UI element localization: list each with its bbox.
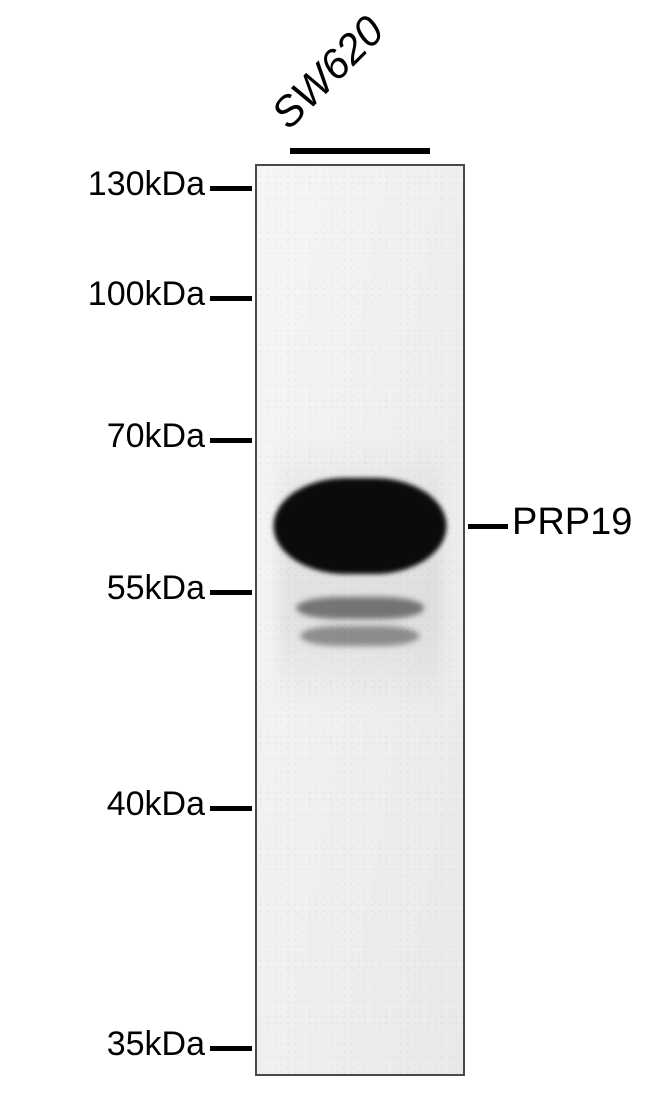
mw-label: 100kDa [88,275,205,314]
western-blot-figure: SW620 130kDa 100kDa 70kDa 55kDa 40kDa 35kDa P… [0,0,650,1110]
lane-underline [290,148,430,154]
blot-membrane [255,164,465,1076]
mw-label: 35kDa [107,1025,205,1064]
mw-label: 130kDa [88,165,205,204]
mw-label: 40kDa [107,785,205,824]
mw-tick [210,806,252,811]
mw-tick [210,296,252,301]
lane-label: SW620 [262,7,393,138]
mw-tick [210,1046,252,1051]
mw-label: 55kDa [107,569,205,608]
target-tick [468,524,508,529]
mw-label: 70kDa [107,417,205,456]
mw-tick [210,590,252,595]
faint-band-1 [296,597,424,619]
target-label: PRP19 [512,501,632,544]
mw-tick [210,438,252,443]
main-band [273,478,446,574]
faint-band-2 [300,626,419,646]
mw-tick [210,186,252,191]
